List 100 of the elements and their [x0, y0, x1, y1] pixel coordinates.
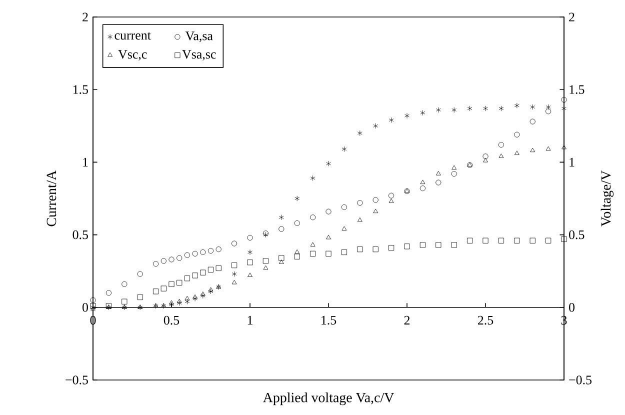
point	[546, 104, 551, 110]
point	[184, 298, 190, 304]
point	[176, 300, 182, 306]
y2-tick-label: 1.5	[570, 85, 584, 94]
point	[436, 242, 442, 248]
point	[278, 214, 284, 220]
point	[482, 154, 488, 160]
x-tick-label: 1	[248, 316, 252, 324]
x-tick-label: 0.5	[164, 316, 180, 325]
y2-tick-label: 0.5	[569, 230, 584, 240]
point	[388, 198, 394, 203]
point	[294, 249, 300, 254]
point	[342, 146, 347, 152]
point	[341, 249, 347, 256]
point	[232, 271, 237, 277]
point	[208, 287, 214, 292]
point	[168, 281, 174, 287]
point	[200, 292, 206, 299]
y-tick-label: 0.5	[72, 230, 88, 240]
point	[232, 240, 238, 246]
point	[498, 154, 504, 158]
x-axis-title: Applied voltage Va,c/V	[262, 392, 394, 406]
point	[326, 234, 331, 240]
point	[216, 265, 222, 271]
point	[388, 117, 394, 123]
point	[192, 250, 198, 256]
point	[420, 186, 426, 192]
point	[294, 196, 300, 202]
point	[357, 130, 362, 136]
point	[514, 238, 520, 244]
y-tick-label: 0	[82, 303, 88, 312]
point	[498, 106, 504, 112]
point	[420, 110, 426, 116]
point	[176, 280, 182, 286]
point	[483, 106, 488, 112]
point	[404, 244, 410, 250]
point	[310, 175, 316, 181]
x-tick-label: 2	[404, 316, 410, 324]
point	[530, 118, 536, 124]
point	[248, 272, 252, 277]
point	[467, 106, 472, 112]
y2-tick-label: −0.5	[569, 376, 592, 384]
point	[153, 261, 159, 267]
point	[176, 255, 182, 261]
point	[404, 112, 410, 119]
point	[341, 204, 347, 210]
point	[294, 254, 300, 260]
point	[451, 171, 457, 177]
point	[420, 242, 426, 248]
point	[388, 192, 394, 198]
point	[216, 246, 222, 252]
point	[483, 158, 488, 162]
point	[452, 107, 457, 113]
point	[357, 217, 362, 222]
point	[420, 180, 426, 184]
point	[278, 260, 284, 264]
point	[326, 208, 332, 214]
point	[90, 297, 96, 303]
point	[176, 298, 182, 304]
point	[192, 296, 198, 302]
point	[342, 226, 347, 230]
point	[373, 123, 378, 129]
point	[546, 108, 552, 114]
point	[184, 252, 190, 258]
point	[357, 200, 363, 206]
point	[546, 238, 552, 244]
point	[294, 220, 300, 226]
point	[200, 249, 206, 256]
point	[326, 160, 331, 166]
point	[153, 288, 159, 294]
point	[208, 248, 214, 254]
point	[106, 290, 112, 296]
point	[208, 266, 214, 272]
legend-label: Va,sa	[185, 32, 213, 42]
point	[436, 171, 441, 176]
point	[310, 214, 316, 220]
point	[278, 226, 284, 232]
point	[514, 102, 520, 108]
point	[168, 256, 174, 262]
point	[262, 258, 268, 264]
point	[498, 142, 504, 148]
point	[208, 288, 214, 294]
point	[357, 246, 363, 252]
point	[192, 272, 198, 278]
point	[184, 296, 190, 300]
point	[562, 144, 566, 150]
legend-label: Vsa,sc	[182, 50, 216, 61]
point	[310, 250, 316, 256]
y-tick-label: −0.5	[66, 376, 88, 384]
point	[200, 270, 206, 276]
point	[232, 262, 238, 268]
point	[514, 132, 520, 138]
y-tick-label: 1.5	[73, 85, 88, 94]
y2-axis-title: Voltage/V	[600, 170, 614, 226]
x-tick-label: 2.5	[478, 316, 494, 325]
point	[467, 238, 473, 244]
point	[122, 281, 128, 287]
point	[200, 292, 206, 296]
point	[169, 302, 174, 308]
y-axis-title: Current/A	[46, 170, 56, 226]
